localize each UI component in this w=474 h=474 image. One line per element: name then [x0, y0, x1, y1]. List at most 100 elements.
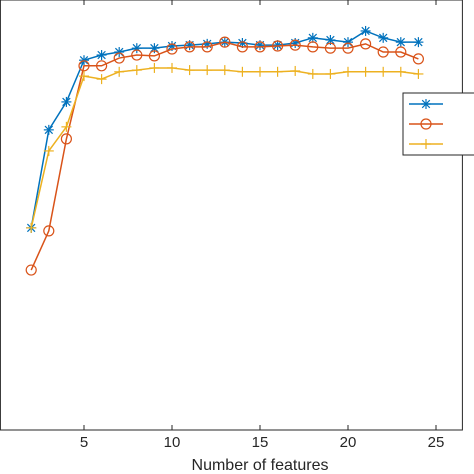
marker-shape	[25, 264, 37, 276]
marker-shape	[308, 33, 318, 43]
data-point	[184, 41, 196, 53]
data-point	[378, 32, 389, 43]
data-point	[307, 68, 318, 79]
data-point	[325, 68, 336, 79]
data-point	[219, 36, 231, 48]
x-tick-label: 10	[164, 434, 181, 451]
marker-shape	[361, 26, 370, 36]
data-point	[254, 41, 266, 53]
data-point	[148, 50, 160, 62]
marker-shape	[307, 41, 319, 53]
data-point	[290, 38, 301, 48]
data-point	[377, 46, 389, 58]
x-axis-label: Number of features	[192, 457, 329, 474]
data-point	[289, 39, 301, 51]
data-point	[25, 264, 37, 276]
data-point	[378, 66, 389, 77]
marker-shape	[184, 41, 196, 53]
data-point	[201, 41, 213, 53]
marker-shape	[113, 52, 125, 64]
marker-shape	[414, 37, 423, 47]
data-point	[95, 60, 108, 72]
data-point	[413, 68, 424, 79]
data-point	[96, 50, 107, 61]
data-point	[113, 52, 125, 64]
data-point	[202, 65, 213, 76]
data-point	[79, 71, 89, 82]
data-point	[272, 40, 284, 52]
data-point	[149, 62, 160, 73]
legend-marker	[420, 118, 432, 130]
marker-shape	[201, 41, 213, 53]
marker-shape	[396, 37, 406, 47]
data-point	[395, 66, 406, 77]
data-point	[343, 66, 353, 77]
data-point	[96, 74, 107, 85]
data-point	[43, 145, 54, 156]
marker-shape	[150, 43, 159, 53]
marker-shape	[62, 97, 71, 107]
series-line	[30, 30, 419, 229]
data-point	[131, 65, 142, 76]
marker-shape	[324, 42, 336, 54]
data-point	[184, 65, 195, 76]
marker-shape	[342, 42, 354, 54]
data-point	[61, 121, 72, 132]
marker-shape	[378, 33, 388, 43]
x-tick-label: 5	[80, 434, 88, 451]
x-tick-label: 25	[428, 434, 445, 451]
x-tick-label: 15	[252, 434, 269, 451]
series-line	[30, 67, 419, 229]
plot-frame	[0, 0, 463, 431]
data-point	[236, 41, 248, 53]
data-point	[61, 96, 72, 107]
marker-shape	[78, 60, 90, 72]
marker-shape	[114, 47, 124, 57]
data-point	[342, 42, 354, 54]
data-point	[412, 53, 424, 65]
data-point	[114, 66, 125, 77]
x-tick-label: 20	[340, 434, 357, 451]
data-point	[131, 49, 143, 61]
marker-shape	[97, 50, 106, 60]
marker-shape	[273, 40, 282, 50]
data-point	[343, 37, 353, 48]
data-point	[307, 41, 319, 53]
marker-shape	[421, 99, 431, 109]
marker-shape	[360, 38, 372, 50]
marker-shape	[343, 37, 353, 47]
data-point	[43, 225, 55, 237]
legend-marker	[421, 139, 431, 149]
data-point	[167, 62, 177, 73]
data-point	[43, 124, 54, 135]
marker-shape	[377, 46, 389, 58]
marker-shape	[166, 43, 178, 55]
marker-shape	[412, 53, 424, 65]
data-point	[395, 37, 406, 48]
legend-marker	[421, 99, 431, 109]
data-point	[237, 66, 248, 77]
data-point	[114, 47, 125, 58]
data-point	[360, 66, 371, 77]
marker-shape	[44, 125, 54, 135]
data-point	[395, 46, 407, 58]
data-point	[290, 65, 301, 76]
marker-shape	[95, 60, 108, 72]
data-point	[413, 37, 424, 48]
marker-shape	[395, 46, 407, 58]
data-point	[26, 222, 37, 233]
data-point	[272, 66, 283, 77]
marker-shape	[148, 50, 160, 62]
data-point	[60, 133, 73, 145]
data-point	[324, 42, 336, 54]
marker-shape	[289, 39, 301, 51]
data-point	[307, 32, 318, 43]
marker-shape	[131, 49, 143, 61]
marker-shape	[272, 40, 284, 52]
data-point	[360, 25, 371, 36]
marker-shape	[420, 118, 432, 130]
data-point	[166, 43, 178, 55]
marker-shape	[254, 41, 266, 53]
